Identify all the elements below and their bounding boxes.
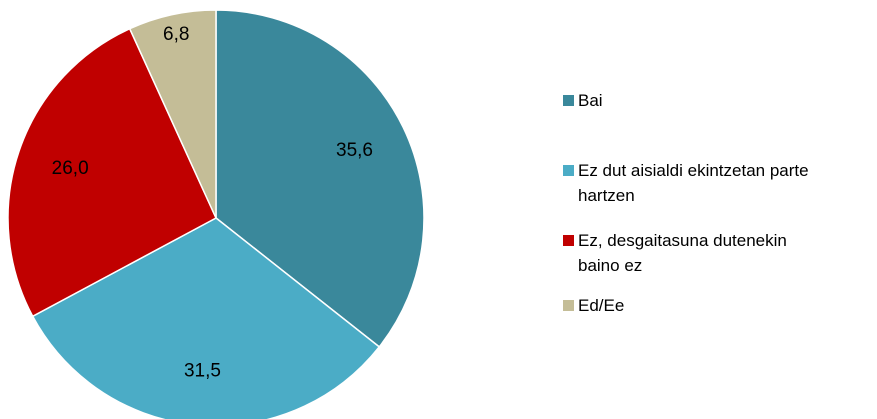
legend-entry: Ez, desgaitasuna dutenekin baino ez	[563, 228, 823, 278]
pie-slice	[128, 9, 217, 219]
legend-swatch	[563, 300, 574, 311]
legend-label: Ez, desgaitasuna dutenekin baino ez	[578, 231, 787, 275]
legend-label: Ed/Ee	[578, 296, 625, 315]
legend-entry: Ez dut aisialdi ekintzetan parte hartzen	[563, 158, 823, 208]
data-label: 31,5	[184, 360, 221, 381]
legend-entry: Ed/Ee	[563, 293, 823, 318]
legend: Bai Ez dut aisialdi ekintzetan parte hart…	[563, 0, 863, 419]
legend-label: Ez dut aisialdi ekintzetan parte hartzen	[578, 161, 809, 205]
legend-swatch	[563, 165, 574, 176]
chart: 35,6 31,5 26,0 6,8	[7, 9, 425, 419]
legend-label: Bai	[578, 91, 603, 110]
pie-slice	[7, 27, 217, 318]
data-label: 26,0	[52, 158, 89, 179]
pie-slice	[215, 9, 425, 348]
legend-swatch	[563, 95, 574, 106]
data-label: 6,8	[163, 24, 189, 45]
legend-entry: Bai	[563, 88, 823, 113]
pie-slice	[31, 217, 381, 419]
data-label: 35,6	[336, 140, 373, 161]
legend-swatch	[563, 235, 574, 246]
